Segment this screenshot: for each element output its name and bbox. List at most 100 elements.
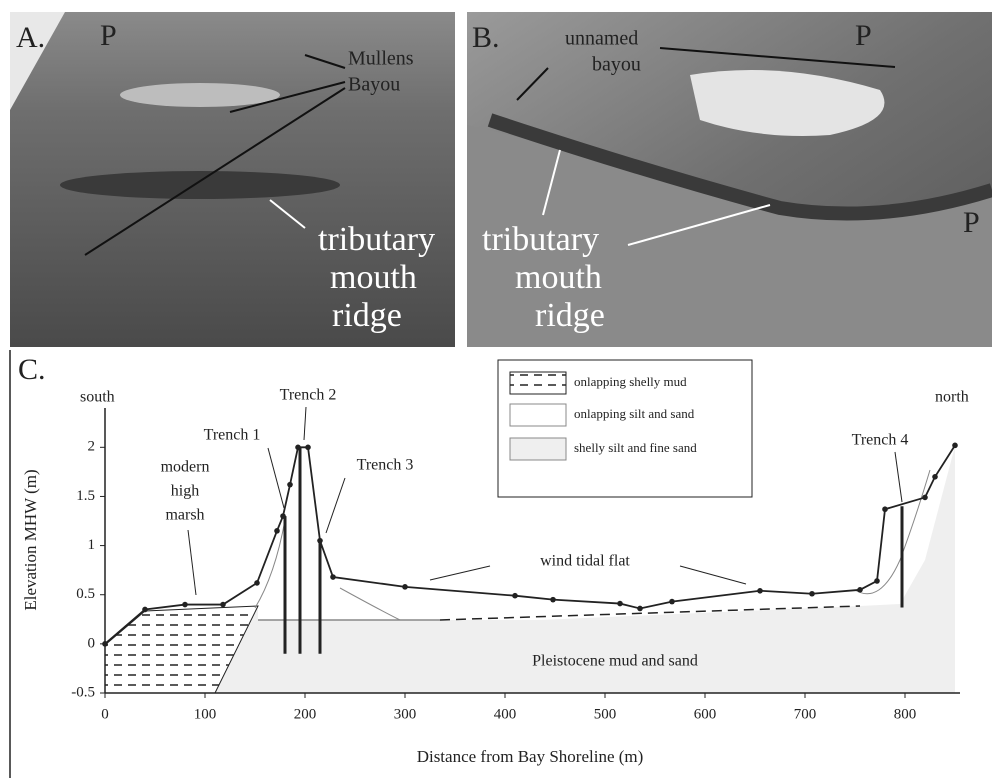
profile-point — [952, 442, 958, 449]
profile-point — [317, 537, 323, 544]
leader — [516, 67, 549, 101]
bayou-name: unnamed — [565, 28, 638, 50]
profile-point — [220, 601, 226, 608]
leader — [659, 47, 896, 68]
profile-point — [637, 605, 643, 612]
profile-point — [874, 578, 880, 584]
annotation: Pleistocene mud and sand — [532, 653, 698, 670]
profile-point — [402, 584, 408, 590]
profile-point — [922, 494, 928, 501]
trench-label: Trench 2 — [280, 387, 337, 404]
feature-label: tributary — [318, 221, 435, 258]
panel-label: B. — [472, 21, 500, 54]
x-tick-label: 100 — [194, 706, 217, 722]
annotation: modern — [161, 459, 210, 476]
profile-point — [550, 596, 556, 603]
leader — [269, 199, 306, 229]
feature-label: ridge — [332, 297, 402, 334]
profile-point — [512, 592, 518, 599]
legend-label: onlapping shelly mud — [574, 374, 687, 389]
marker: P — [855, 19, 872, 52]
trench-label: Trench 3 — [357, 457, 414, 474]
contact-line — [439, 605, 861, 621]
direction: south — [80, 389, 115, 406]
leader — [894, 451, 903, 503]
trench-label: Trench 4 — [852, 432, 909, 449]
profile-point — [857, 587, 863, 593]
profile-point — [182, 601, 188, 608]
water — [120, 83, 280, 107]
marker: P — [963, 206, 980, 239]
direction: north — [935, 389, 969, 406]
bayou-name: Mullens — [348, 48, 414, 70]
leader — [303, 406, 307, 441]
x-tick-label: 400 — [494, 706, 517, 722]
feature-label: mouth — [515, 259, 602, 296]
profile-point — [280, 513, 286, 519]
leader — [267, 447, 285, 509]
profile-point — [305, 444, 311, 451]
x-tick-label: 500 — [594, 706, 617, 722]
panel-label: A. — [16, 21, 45, 54]
legend-swatch — [509, 437, 567, 461]
profile-point — [882, 506, 888, 513]
profile-point — [330, 574, 336, 580]
profile-point — [669, 598, 675, 605]
bayou-name: Bayou — [348, 74, 400, 96]
annotation: high — [171, 483, 199, 500]
leader — [325, 477, 346, 534]
contact-line — [854, 469, 931, 595]
ridge-vegetation — [487, 113, 992, 221]
leader — [627, 204, 771, 246]
bay — [467, 125, 992, 347]
x-tick-label: 600 — [694, 706, 717, 722]
profile-point — [254, 580, 260, 586]
leader — [304, 54, 346, 69]
water — [690, 70, 885, 136]
contact-line — [339, 587, 401, 621]
leader — [84, 87, 346, 256]
profile-point — [617, 600, 623, 607]
legend-swatch — [509, 371, 567, 395]
leader — [429, 565, 491, 581]
feature-label: mouth — [330, 259, 417, 296]
legend-label: onlapping silt and sand — [574, 406, 695, 421]
panel-label: C. — [18, 353, 46, 386]
pleistocene-fill — [215, 446, 955, 693]
x-tick-label: 700 — [794, 706, 817, 722]
y-tick-label: -0.5 — [71, 684, 95, 700]
x-tick-label: 0 — [101, 706, 109, 722]
x-tick-label: 800 — [894, 706, 917, 722]
x-tick-label: 200 — [294, 706, 317, 722]
annotation: marsh — [165, 507, 204, 524]
annotation: wind tidal flat — [540, 553, 630, 570]
y-tick-label: 1.5 — [76, 488, 95, 504]
x-tick-label: 300 — [394, 706, 417, 722]
profile-point — [295, 444, 301, 451]
x-axis-title: Distance from Bay Shoreline (m) — [417, 747, 644, 766]
leader — [542, 149, 561, 216]
contact-line — [254, 519, 286, 609]
y-tick-label: 1 — [88, 537, 96, 553]
trench-label: Trench 1 — [204, 427, 261, 444]
ridge-vegetation — [60, 171, 340, 199]
leader — [679, 565, 747, 585]
profile-point — [809, 590, 815, 597]
bayou-name: bayou — [592, 54, 641, 76]
profile-line — [104, 444, 956, 645]
y-tick-label: 0 — [88, 635, 96, 651]
profile-point — [932, 473, 938, 480]
profile-point — [287, 481, 293, 488]
profile-point — [142, 606, 148, 613]
leader — [187, 529, 197, 596]
profile-point — [274, 528, 280, 534]
feature-label: ridge — [535, 297, 605, 334]
profile-point — [757, 587, 763, 594]
y-tick-label: 0.5 — [76, 586, 95, 602]
y-axis-title: Elevation MHW (m) — [21, 469, 40, 610]
y-tick-label: 2 — [88, 439, 96, 455]
marker: P — [100, 19, 117, 52]
sky — [10, 12, 65, 110]
legend-swatch — [509, 403, 567, 427]
